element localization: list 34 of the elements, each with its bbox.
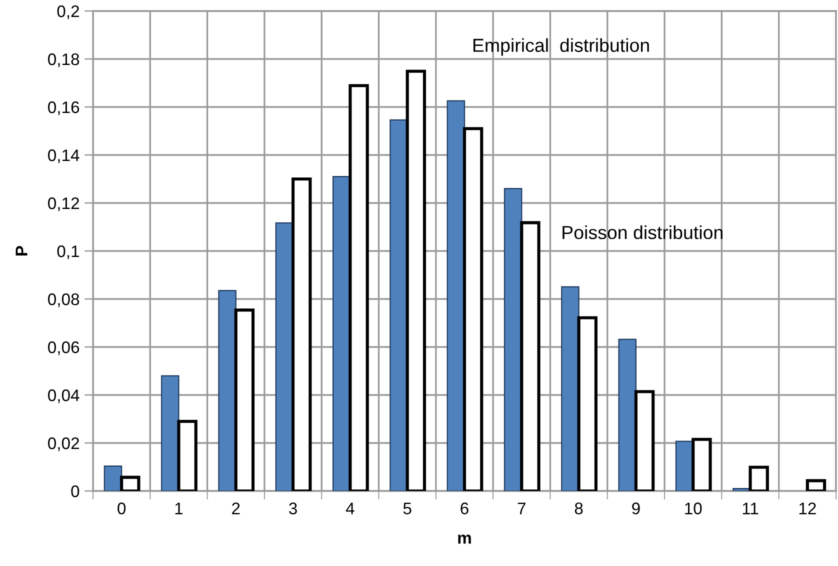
x-tick-label: 0 [118, 502, 126, 514]
y-tick-label: 0,16 [48, 101, 80, 116]
y-tick-label: 0,1 [57, 245, 79, 260]
y-tick-label: 0,2 [57, 5, 79, 20]
x-tick-label: 4 [346, 502, 354, 514]
x-tick-label: 2 [232, 502, 240, 514]
x-tick-label: 9 [632, 502, 640, 514]
bar [732, 488, 751, 491]
x-tick-label: 7 [518, 502, 526, 514]
y-tick-label: 0,04 [48, 389, 80, 404]
bar [618, 338, 637, 491]
x-tick-label: 1 [175, 502, 183, 514]
x-tick-label: 6 [460, 502, 468, 514]
y-tick-label: 0,14 [48, 149, 80, 164]
y-tick-label: 0,02 [48, 437, 79, 452]
x-tick-label: 3 [289, 502, 297, 514]
y-axis-title: P [16, 246, 28, 256]
annotation: Empirical distribution [473, 38, 649, 56]
x-tick-label: 11 [742, 502, 758, 514]
bar [218, 290, 236, 491]
y-tick-label: 0,06 [48, 341, 80, 356]
x-tick-label: 10 [685, 502, 702, 514]
y-tick-label: 0,12 [48, 197, 79, 212]
y-tick-label: 0 [71, 485, 80, 498]
x-tick-label: 12 [799, 502, 816, 514]
bar [104, 465, 122, 491]
x-tick-label: 8 [574, 502, 583, 514]
bar [561, 286, 580, 491]
y-tick-label: 0,18 [48, 53, 80, 68]
x-axis-title: m [458, 534, 471, 544]
bar [161, 375, 180, 491]
x-tick-label: 5 [403, 502, 412, 514]
annotation: Poisson distribution [562, 225, 722, 240]
y-tick-label: 0,08 [48, 293, 80, 308]
